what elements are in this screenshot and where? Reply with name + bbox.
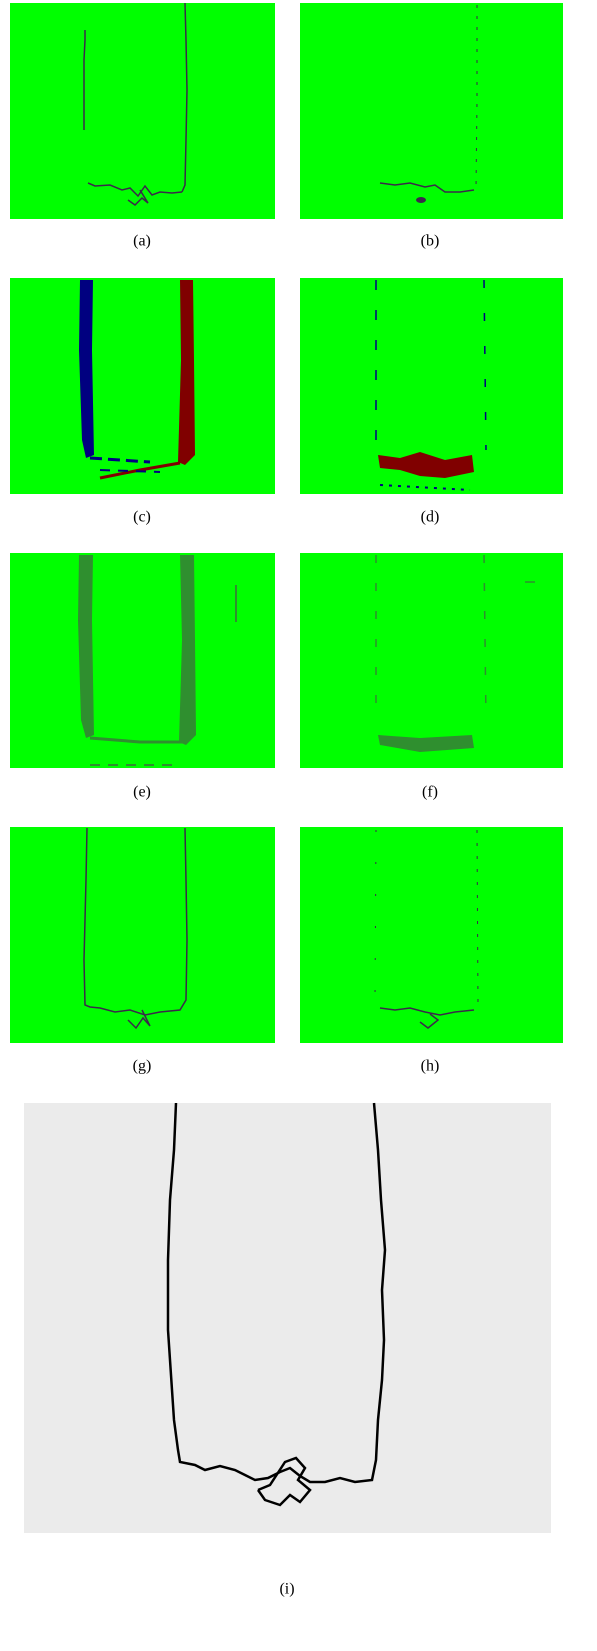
panel-label: (e) <box>133 784 151 801</box>
edge-mark <box>378 735 474 752</box>
edge-mark <box>83 827 188 1016</box>
panel-label: (c) <box>133 509 151 526</box>
image-background <box>10 827 275 1043</box>
panel-a <box>10 2 275 219</box>
edge-mark <box>476 829 479 1006</box>
panel-i <box>24 1102 551 1533</box>
edge-mark <box>379 1007 475 1016</box>
edge-mark <box>256 1456 312 1507</box>
edge-mark <box>378 452 474 478</box>
image-background <box>10 553 275 768</box>
edge-mark <box>83 30 86 130</box>
edge-mark <box>178 280 195 465</box>
panel-label: (b) <box>421 233 440 250</box>
edge-mark <box>87 182 183 198</box>
edge-mark <box>89 736 185 744</box>
image-background <box>10 3 275 219</box>
edge-mark <box>475 5 478 191</box>
edge-mark <box>416 197 426 203</box>
edge-mark <box>379 182 475 193</box>
panel-b <box>300 3 563 219</box>
image-background <box>10 278 275 494</box>
edge-mark <box>419 1013 440 1029</box>
edge-mark <box>166 1102 387 1484</box>
image-background <box>300 553 563 768</box>
panel-label: (i) <box>279 1581 294 1598</box>
panel-label: (g) <box>133 1058 152 1075</box>
panel-label: (a) <box>133 233 151 250</box>
edge-mark <box>127 1009 151 1030</box>
edge-mark <box>179 555 196 745</box>
edge-mark <box>127 189 149 206</box>
edge-mark <box>379 484 471 491</box>
panel-g <box>10 827 275 1043</box>
panel-h <box>300 827 563 1043</box>
image-background <box>300 3 563 219</box>
panel-label: (h) <box>421 1058 440 1075</box>
edge-mark <box>79 280 94 458</box>
panel-label: (d) <box>421 509 440 526</box>
edge-mark <box>99 461 181 480</box>
edge-mark <box>78 555 94 738</box>
panel-c <box>10 278 275 494</box>
image-background <box>300 827 563 1043</box>
edge-mark <box>89 456 151 464</box>
panel-e <box>10 553 275 768</box>
panel-d <box>300 278 563 494</box>
panel-f <box>300 553 563 768</box>
panel-label: (f) <box>422 784 438 801</box>
edge-mark <box>181 2 188 193</box>
